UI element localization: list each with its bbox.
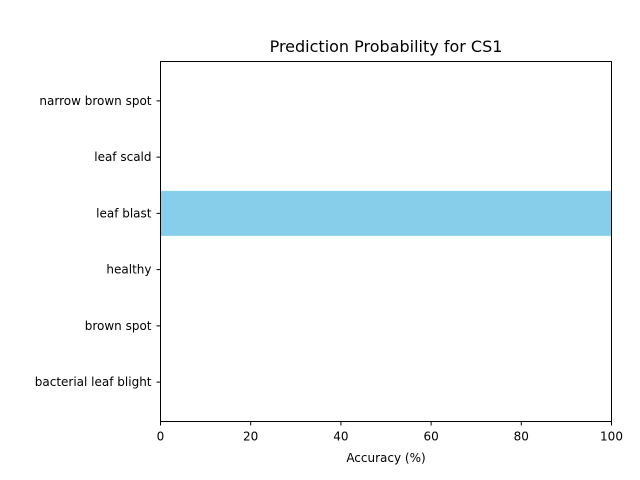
y-tick-label: leaf blast	[96, 206, 152, 220]
y-tick-label: brown spot	[85, 319, 152, 333]
x-tick-label: 100	[600, 430, 623, 444]
y-tick-label: narrow brown spot	[39, 94, 151, 108]
x-tick-label: 60	[423, 430, 438, 444]
plot-frame	[160, 61, 612, 422]
x-tick-label: 0	[157, 430, 165, 444]
bars-group	[160, 190, 612, 236]
x-axis-ticks: 0 20 40 60 80 100	[157, 421, 623, 444]
x-tick-label: 80	[514, 430, 529, 444]
x-tick-label: 40	[333, 430, 348, 444]
y-tick-label: healthy	[106, 263, 151, 277]
y-tick-label: bacterial leaf blight	[35, 375, 152, 389]
y-tick-label: leaf scald	[94, 150, 151, 164]
x-axis-label: Accuracy (%)	[346, 451, 425, 465]
bar-leaf-blast	[160, 190, 612, 236]
y-axis-ticks: bacterial leaf blight brown spot healthy le…	[35, 94, 161, 389]
x-tick-label: 20	[243, 430, 258, 444]
chart-title: Prediction Probability for CS1	[270, 37, 503, 56]
